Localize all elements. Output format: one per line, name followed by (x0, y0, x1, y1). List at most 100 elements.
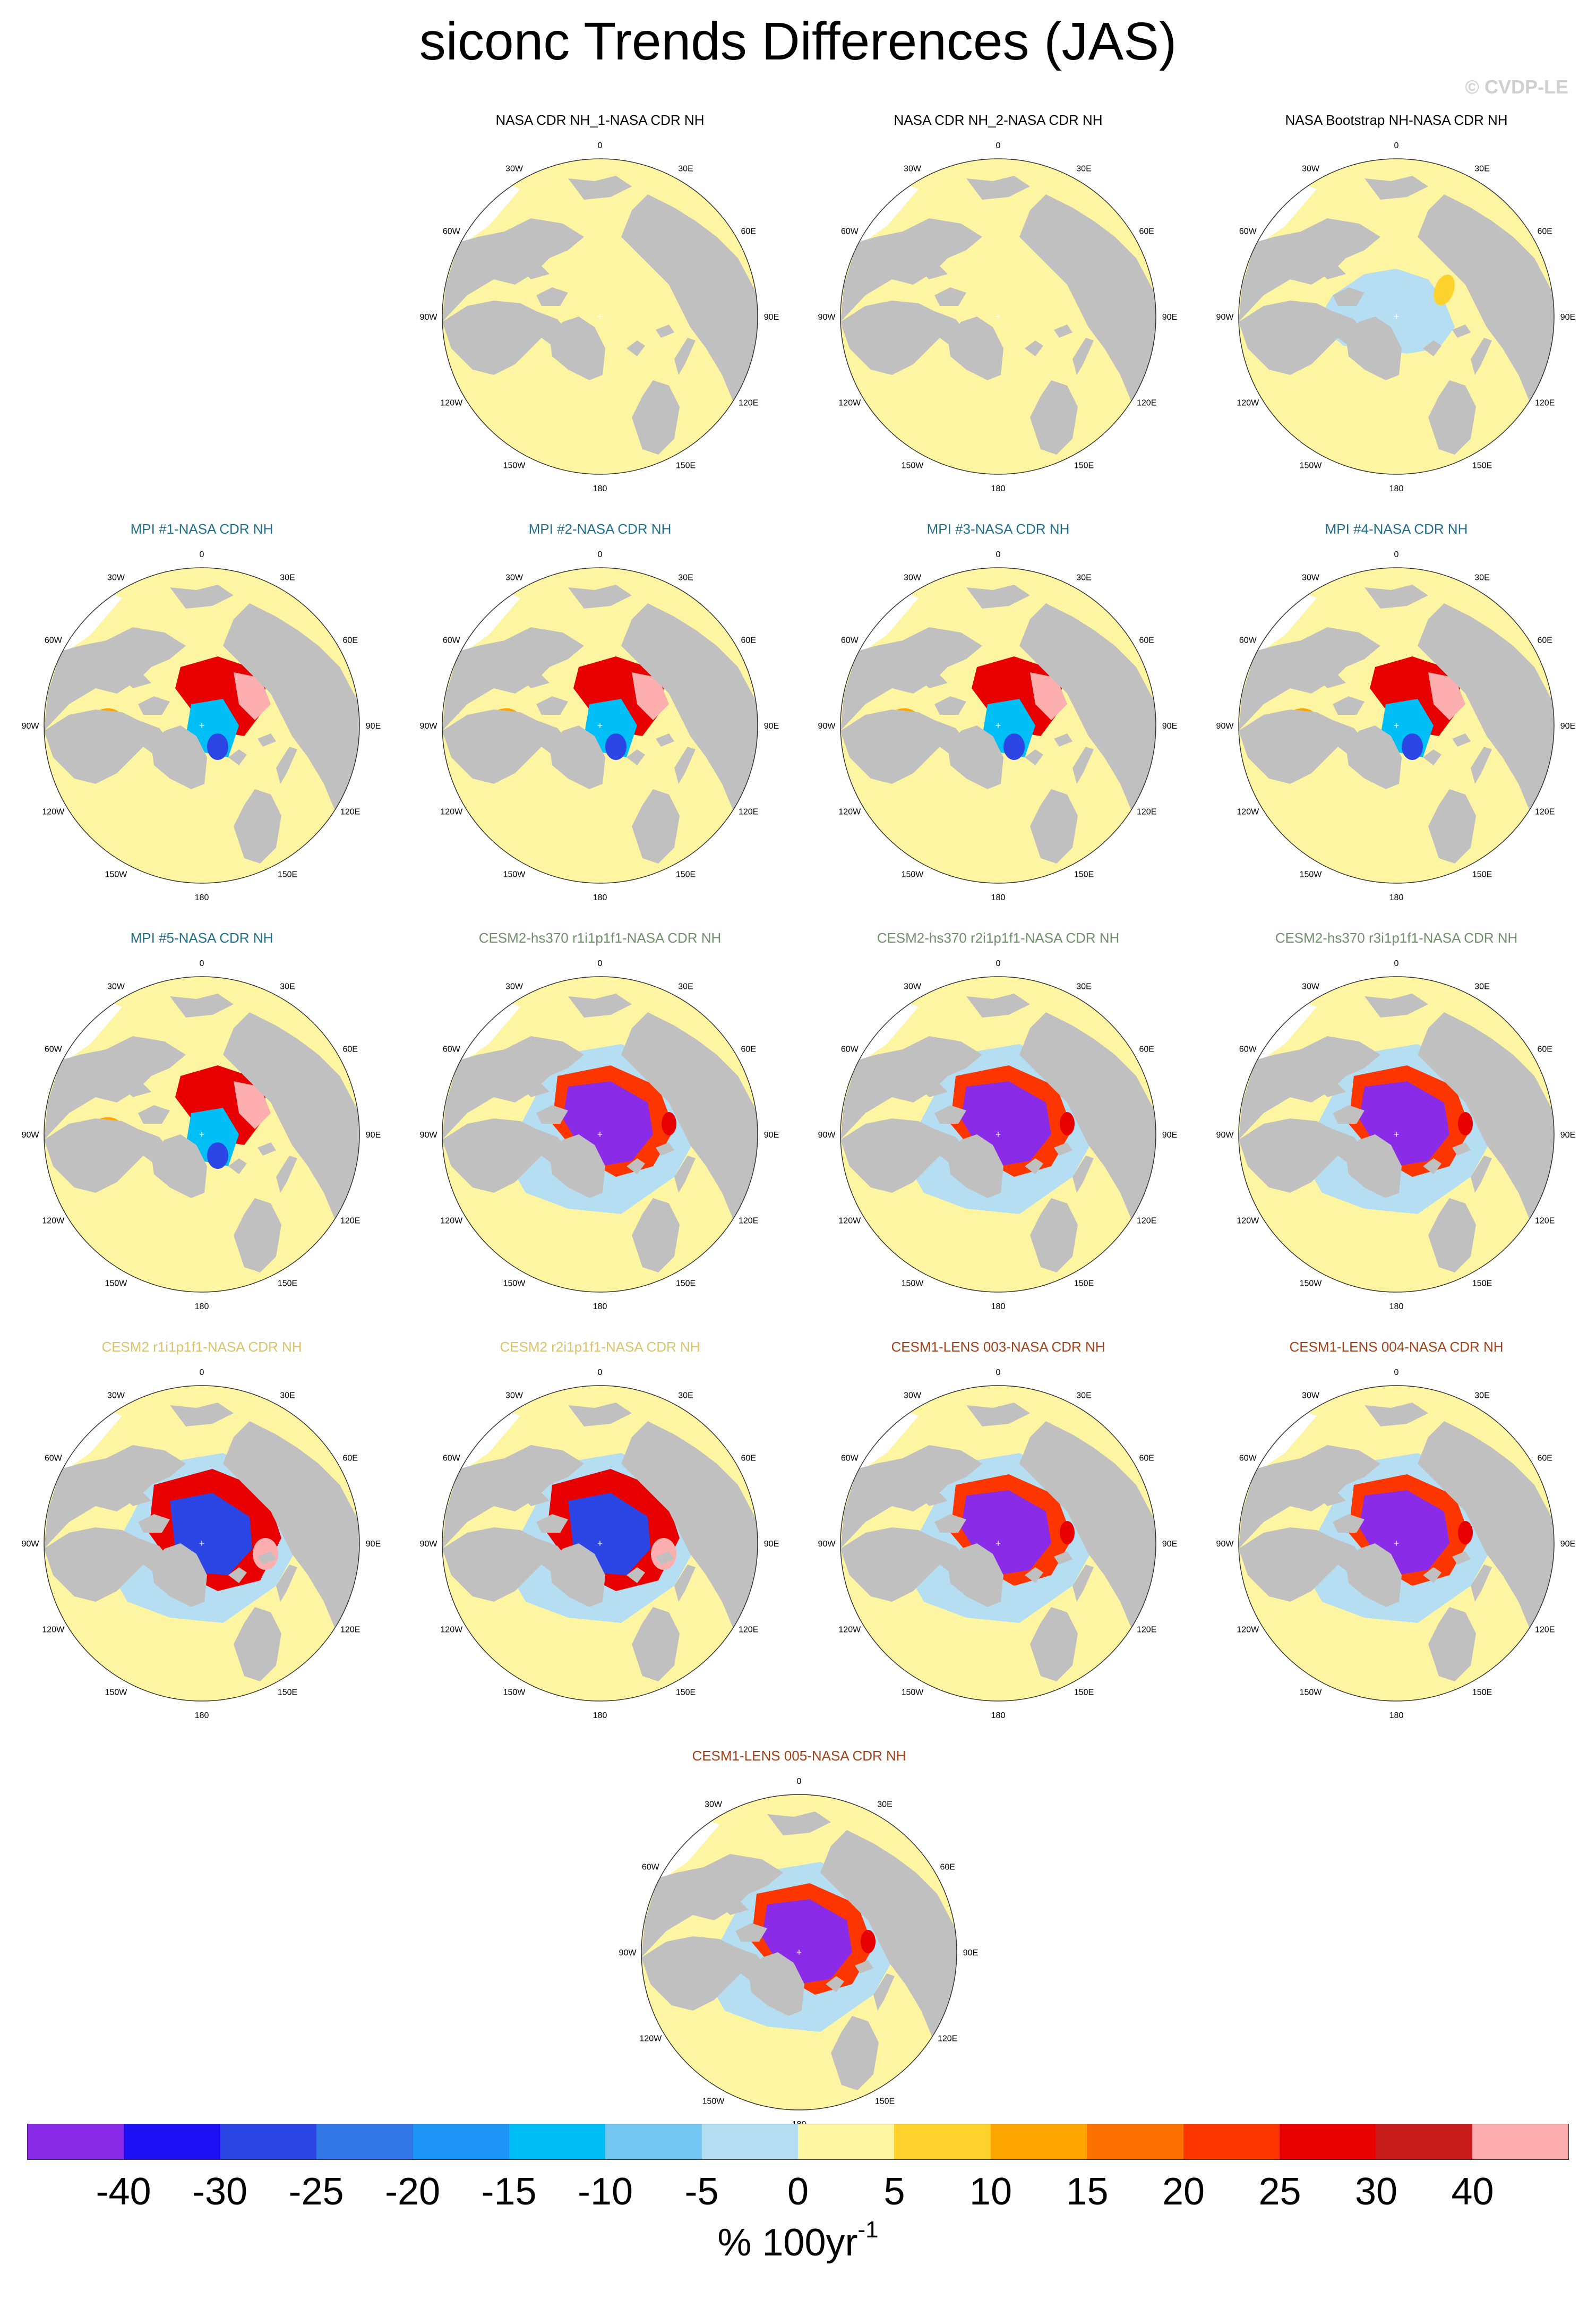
longitude-label: 120W (440, 399, 463, 408)
north-pole-marker: + (199, 1129, 205, 1140)
land-mass (234, 1607, 281, 1681)
longitude-label: 60E (1537, 636, 1552, 645)
panel-title: CESM2-hs370 r3i1p1f1-NASA CDR NH (1275, 930, 1518, 946)
longitude-label: 90E (1560, 313, 1575, 322)
land-mass (223, 603, 359, 816)
longitude-label: 30W (705, 1800, 723, 1809)
longitude-label: 150W (1300, 462, 1323, 471)
longitude-label: 30E (877, 1800, 892, 1809)
land-mass (1030, 380, 1078, 455)
longitude-label: 90E (366, 1131, 381, 1140)
land-mass (919, 263, 948, 279)
longitude-label: 60W (1239, 636, 1257, 645)
longitude-label: 150W (105, 1279, 128, 1288)
map-panels-grid: NASA CDR NH_1-NASA CDR NH +180 150E 120E 90E… (22, 112, 1576, 2129)
longitude-label: 0 (200, 1368, 204, 1377)
land-mass (656, 1142, 674, 1156)
longitude-label: 180 (991, 1302, 1006, 1311)
land-mass (1239, 710, 1365, 784)
colorbar-swatch (28, 2124, 124, 2159)
ice-diff-positive-edge (1458, 1521, 1473, 1544)
longitude-label: 60E (1537, 1045, 1552, 1054)
longitude-label: 60E (1139, 1454, 1154, 1463)
land-mass (1365, 1403, 1428, 1426)
longitude-label: 120W (440, 1217, 463, 1226)
land-mass (1054, 1142, 1072, 1156)
land-mass (536, 1105, 568, 1124)
north-pole-marker: + (597, 1538, 603, 1549)
longitude-label: 30W (107, 1391, 125, 1400)
longitude-label: 90W (420, 1540, 438, 1549)
colorbar-tick-labels: -40 -30 -25 -20 -15 -10 -5 0 5 10 15 20 25 30 40 (0, 2168, 1596, 2216)
land-mass (151, 1134, 207, 1198)
land-mass (442, 627, 584, 731)
land-mass (840, 1118, 966, 1193)
longitude-label: 90E (1560, 1540, 1575, 1549)
longitude-label: 90W (420, 722, 438, 731)
panel-title: NASA CDR NH_1-NASA CDR NH (495, 112, 705, 128)
land-mass (934, 696, 966, 715)
longitude-label: 150W (503, 462, 526, 471)
map-border (442, 1385, 758, 1702)
longitude-label: 60W (443, 636, 461, 645)
longitude-label: 90W (420, 313, 438, 322)
land-mass (948, 317, 1003, 380)
land-mass (966, 1403, 1030, 1426)
longitude-label: 0 (598, 550, 603, 559)
page-title: siconc Trends Differences (JAS) (419, 12, 1177, 71)
longitude-label: 60W (45, 1454, 63, 1463)
panel-title: MPI #4-NASA CDR NH (1325, 521, 1468, 537)
land-mass (840, 710, 966, 784)
longitude-label: 60E (1139, 636, 1154, 645)
longitude-label: 90W (22, 722, 40, 731)
longitude-label: 90E (1560, 722, 1575, 731)
longitude-label: 0 (1394, 959, 1399, 968)
land-mass (632, 380, 680, 455)
longitude-label: 120W (1237, 399, 1259, 408)
panel-title: CESM1-LENS 004-NASA CDR NH (1289, 1339, 1504, 1355)
longitude-label: 0 (598, 959, 603, 968)
longitude-label: 60E (342, 636, 357, 645)
north-pole-marker: + (597, 1129, 603, 1140)
land-mass (1239, 301, 1365, 375)
land-mass (138, 1105, 170, 1124)
longitude-label: 60W (1239, 1045, 1257, 1054)
longitude-label: 0 (996, 550, 1001, 559)
land-mass (44, 1527, 170, 1602)
longitude-label: 90E (764, 1131, 779, 1140)
land-mass (632, 1198, 680, 1272)
land-mass (840, 1527, 966, 1602)
longitude-label: 60W (443, 1045, 461, 1054)
north-pole-marker: + (1394, 311, 1400, 322)
land-mass (1239, 1527, 1365, 1602)
land-mass (1333, 1105, 1365, 1124)
longitude-label: 120E (1137, 399, 1156, 408)
panel-title: NASA Bootstrap NH-NASA CDR NH (1285, 112, 1508, 128)
longitude-label: 30W (505, 164, 524, 173)
longitude-label: 60E (342, 1454, 357, 1463)
land-mass (122, 1081, 151, 1097)
land-mass (934, 1514, 966, 1533)
longitude-label: 150W (902, 462, 924, 471)
land-mass (1452, 1551, 1471, 1565)
longitude-label: 150E (278, 870, 297, 879)
map-body (641, 1794, 957, 2110)
longitude-label: 180 (1389, 1711, 1404, 1720)
longitude-label: 120E (1137, 808, 1156, 817)
land-mass (568, 994, 632, 1018)
longitude-label: 180 (1389, 1302, 1404, 1311)
land-mass (550, 1543, 605, 1607)
longitude-label: 60W (841, 227, 859, 236)
land-mass (826, 1976, 844, 1992)
land-mass (1365, 994, 1428, 1018)
colorbar-tick-label: -30 (192, 2170, 248, 2213)
